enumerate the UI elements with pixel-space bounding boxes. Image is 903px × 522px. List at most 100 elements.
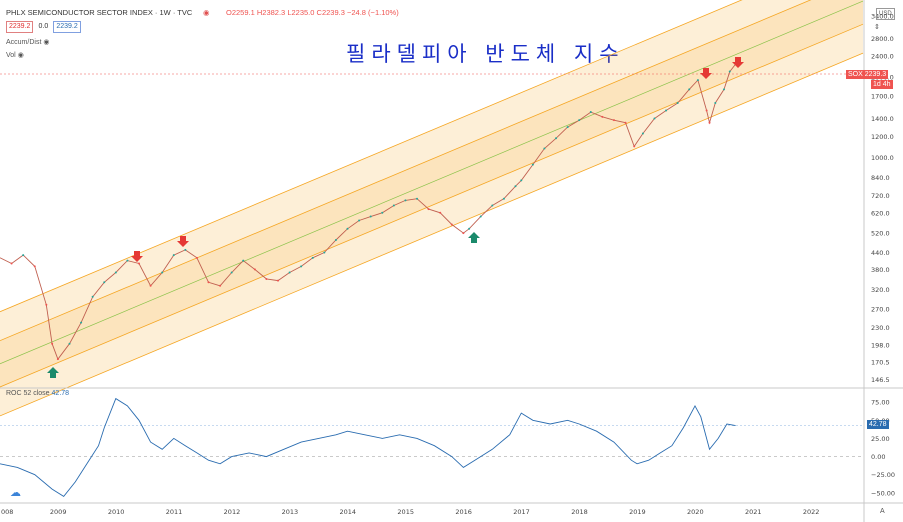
cloud-icon[interactable]: ☁ [10,487,21,499]
price-point [126,259,129,262]
price-point [404,199,407,202]
price-point [502,197,505,200]
price-point [184,248,187,251]
currency-label[interactable]: USD [876,8,895,20]
price-point [696,79,699,82]
price-point [265,277,268,280]
price-axis-label: 840.0 [871,174,890,182]
countdown-tag: 1d 4h [871,80,893,89]
indicator-vol-label: Vol [6,52,16,59]
price-point [624,121,627,124]
price-point [80,321,83,324]
price-point [714,102,717,105]
roc-label: ROC 52 close [6,390,50,397]
price-axis-label: 1200.0 [871,133,894,141]
price-point [172,254,175,257]
indicator-vol[interactable]: Vol ◉ [6,51,24,59]
price-point [531,163,534,166]
eye-icon[interactable]: ◉ [17,52,24,59]
price-point [311,256,314,259]
time-axis-label: 2013 [282,508,299,516]
price-point [207,281,210,284]
expand-icon[interactable]: ⇕ [874,24,880,31]
price-axis-label: 2400.0 [871,53,894,61]
price-point [633,145,636,148]
price-point [323,251,326,254]
price-point [566,126,569,129]
channel-lower-band [0,24,863,416]
price-point [161,271,164,274]
price-point [439,211,442,214]
ohlc-close: C2239.3 [316,8,345,17]
price-point [612,119,615,122]
price-point [242,259,245,262]
price-point [51,342,54,345]
eye-icon[interactable]: ◉ [203,8,210,17]
ask-box[interactable]: 2239.2 [53,21,81,33]
price-axis-label: 1000.0 [871,154,894,162]
price-point [676,102,679,105]
bid-ask-row: 2239.2 0.0 2239.2 [6,21,81,33]
ohlc-values: O2259.1 H2382.3 L2235.0 C2239.3 −24.8 (−… [226,8,399,17]
price-point [253,268,256,271]
ohlc-open: O2259.1 [226,8,255,17]
price-point [392,204,395,207]
price-point [468,227,471,230]
annotation-arrows [47,57,744,378]
symbol-title[interactable]: PHLX SEMICONDUCTOR SECTOR INDEX · 1W · T… [6,8,192,17]
eye-icon[interactable]: ◉ [43,39,50,46]
roc-axis-label: 75.00 [871,399,890,407]
price-point [288,271,291,274]
time-axis-label: 2009 [50,508,67,516]
price-point [68,342,71,345]
time-axis-label: 2018 [571,508,588,516]
channel-boundary [0,52,864,417]
time-axis-label: 2016 [455,508,472,516]
price-axis-label: 2800.0 [871,35,894,43]
roc-legend[interactable]: ROC 52 close 42.78 [6,390,69,397]
price-axis-label: 1400.0 [871,115,894,123]
price-point [653,117,656,120]
price-point [381,211,384,214]
price-point [358,219,361,222]
price-point [641,132,644,135]
auto-scale-button[interactable]: A [880,508,885,515]
price-point [589,111,592,114]
time-axis-label: 2021 [745,508,762,516]
price-point [230,271,233,274]
bid-box[interactable]: 2239.2 [6,21,34,33]
indicator-accum-dist[interactable]: Accum/Dist ◉ [6,38,49,46]
last-price-symbol: SOX [848,71,863,78]
price-point [688,88,691,91]
price-point [114,271,117,274]
price-axis-label: 146.5 [871,376,890,384]
time-axis-label: 2012 [224,508,241,516]
price-point [514,185,517,188]
price-point [22,254,25,257]
price-axis-label: 720.0 [871,192,890,200]
time-axis-label: 2019 [629,508,646,516]
channel-boundary [0,0,812,342]
price-axis-label: 620.0 [871,209,890,217]
price-point [56,358,59,361]
regression-channel [0,0,864,417]
price-point [138,262,141,265]
price-axis-label: 198.0 [871,341,890,349]
price-point [10,262,13,265]
time-axis-label: 2017 [513,508,530,516]
channel-centerline [0,0,864,365]
roc-line [0,397,736,497]
price-point [555,137,558,140]
sell-arrow [700,68,712,79]
price-point [416,197,419,200]
price-axis-label: 440.0 [871,249,890,257]
roc-value: 42.78 [51,390,70,397]
price-point [728,70,731,73]
ohlc-high: H2382.3 [256,8,286,17]
price-point [479,215,482,218]
time-axis-label: 2015 [397,508,414,516]
price-axis-label: 3400.0 [871,12,894,20]
spread-value: 0.0 [38,23,49,30]
